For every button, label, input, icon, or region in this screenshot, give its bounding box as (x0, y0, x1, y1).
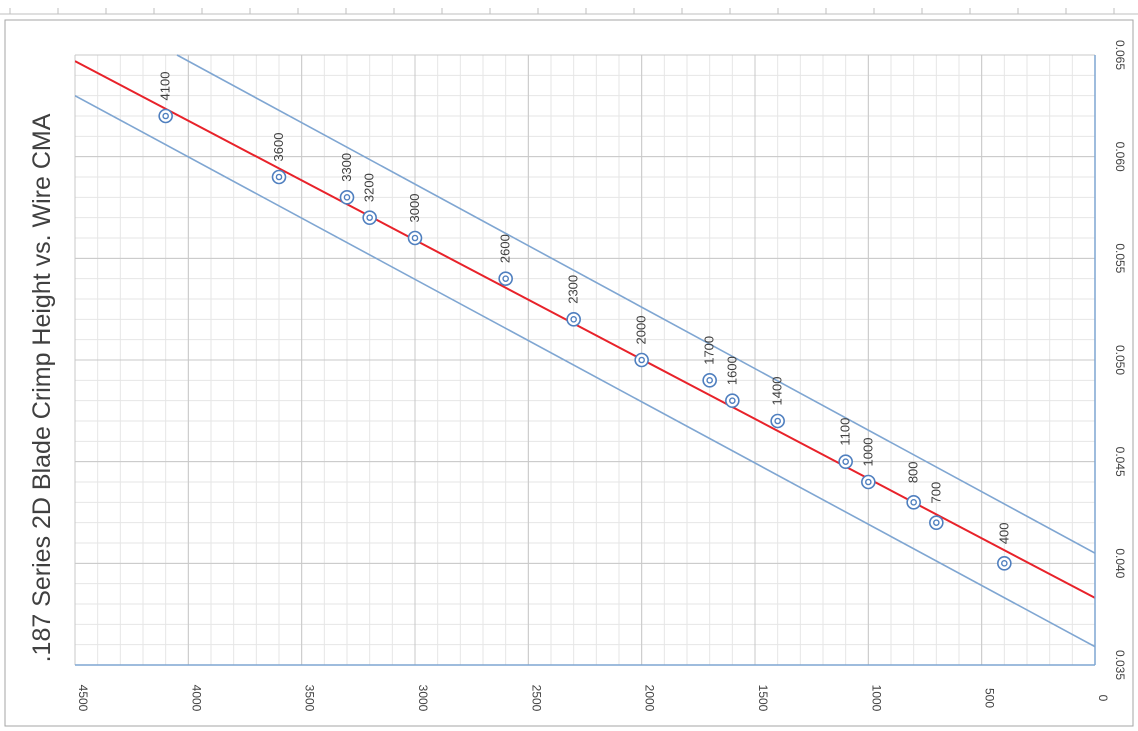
data-point-inner (706, 377, 713, 384)
x-tick-label: 500 (983, 688, 997, 708)
x-tick-label: 2000 (643, 685, 657, 712)
data-label: 3600 (271, 133, 286, 162)
x-tick-label: 0 (1096, 695, 1110, 702)
data-label: 2600 (498, 234, 513, 263)
top-ruler (0, 8, 1138, 15)
data-label: 4100 (158, 72, 173, 101)
data-point-inner (162, 112, 169, 120)
data-point-inner (933, 519, 940, 526)
y-tick-label: 0.035 (1113, 650, 1127, 680)
y-tick-label: 0.045 (1113, 447, 1127, 477)
data-point-inner (411, 234, 419, 242)
data-point-inner (1001, 560, 1008, 567)
x-tick-label: 3000 (416, 685, 430, 712)
upper-limit-line (176, 54, 1095, 554)
data-label: 1700 (702, 336, 717, 365)
data-label: 1600 (724, 356, 739, 385)
data-labels: 4100 3600 3300 3200 3000 2600 2300 2000 1700 1600… (158, 72, 1012, 545)
tick-labels: 4500 4000 3500 3000 2500 2000 1500 1000 500 0 0.03… (76, 40, 1127, 712)
data-label: 3200 (362, 173, 377, 202)
data-point-inner (842, 458, 849, 465)
x-tick-label: 1500 (756, 685, 770, 712)
y-tick-label: 0.040 (1113, 548, 1127, 578)
data-label: 1400 (770, 377, 785, 406)
data-point-inner (729, 397, 736, 404)
lower-limit-line (75, 94, 1095, 648)
x-tick-label: 2500 (529, 685, 543, 712)
data-points (158, 108, 1012, 571)
data-label: 400 (996, 522, 1011, 544)
data-label: 700 (928, 482, 943, 504)
y-tick-label: 0.065 (1113, 40, 1127, 70)
data-label: 2300 (566, 275, 581, 304)
data-point-inner (910, 499, 917, 506)
data-label: 800 (906, 461, 921, 483)
data-label: 3300 (339, 153, 354, 182)
data-point-inner (638, 356, 645, 364)
data-label: 1000 (860, 438, 875, 467)
x-tick-label: 4500 (76, 685, 90, 712)
axes (75, 55, 1096, 666)
chart-border (4, 19, 1134, 727)
data-point-inner (502, 275, 509, 282)
trend-line (75, 60, 1095, 599)
data-point-inner (343, 194, 351, 201)
y-tick-label: 0.050 (1113, 345, 1127, 375)
data-label: 3000 (407, 194, 422, 223)
x-tick-label: 3500 (303, 685, 317, 712)
data-label: 2000 (634, 316, 649, 345)
x-tick-label: 1000 (869, 685, 883, 712)
data-label: 1100 (838, 418, 853, 446)
series-lines (75, 54, 1095, 648)
y-tick-label: 0.060 (1113, 142, 1127, 172)
data-point-inner (865, 478, 872, 486)
data-point-inner (570, 316, 577, 323)
chart-title: .187 Series 2D Blade Crimp Height vs. Wi… (28, 113, 56, 662)
x-tick-label: 4000 (189, 685, 203, 712)
data-point-inner (275, 173, 283, 181)
data-point-inner (774, 417, 781, 425)
data-point-inner (366, 214, 373, 221)
y-tick-label: 0.055 (1113, 243, 1127, 273)
